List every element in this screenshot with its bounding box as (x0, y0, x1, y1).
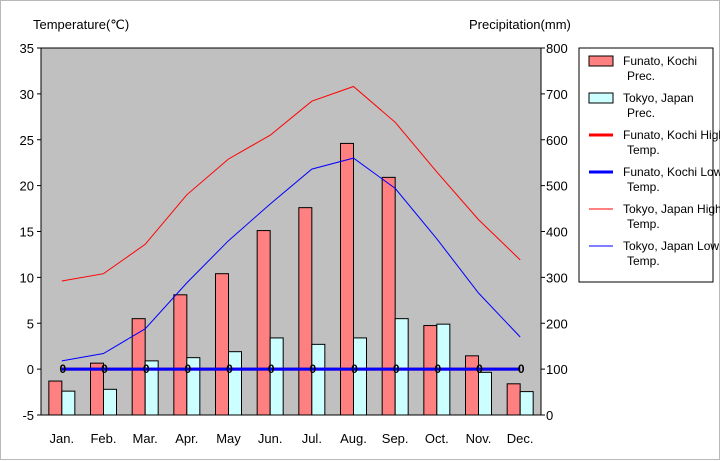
left-tick-label: 30 (20, 87, 34, 102)
bar-tokyo-prec-4 (228, 351, 242, 416)
bar-tokyo-prec-5 (269, 337, 284, 416)
x-tick-label: Jun. (258, 431, 283, 446)
line-series-3 (61, 157, 521, 362)
bar-tokyo-prec-0 (61, 390, 76, 416)
legend-label: Temp. (627, 143, 660, 157)
bar-tokyo-prec-1 (103, 388, 117, 416)
bar-layer (48, 142, 534, 416)
line-series-2 (61, 85, 521, 282)
bar-funato-prec-3 (173, 294, 188, 416)
bar-tokyo-prec-10 (478, 371, 492, 416)
zero-marker: 0 (351, 362, 358, 376)
bar-tokyo-prec-11 (519, 391, 534, 416)
x-tick-label: Apr. (175, 431, 198, 446)
right-tick-label: 0 (546, 408, 553, 423)
x-tick-label: Sep. (382, 431, 409, 446)
left-tick-label: 10 (20, 270, 34, 285)
x-tick-label: Mar. (133, 431, 158, 446)
bar-funato-prec-7 (340, 142, 354, 416)
zero-marker: 0 (518, 362, 525, 376)
right-axis: 0 100 200 300 400 500 600 700 800 (541, 41, 568, 423)
zero-marker: 0 (393, 362, 400, 376)
bar-tokyo-prec-6 (311, 343, 326, 416)
x-tick-label: Oct. (425, 431, 449, 446)
legend-label: Funato, Kochi (623, 54, 697, 68)
zero-marker: 0 (309, 362, 316, 376)
bar-funato-prec-5 (256, 230, 271, 416)
legend-label: Funato, Kochi Low (623, 165, 720, 179)
legend-label: Prec. (627, 69, 655, 83)
right-tick-label: 100 (546, 362, 568, 377)
bar-tokyo-prec-3 (186, 357, 201, 416)
x-tick-label: May (216, 431, 241, 446)
zero-marker: 0 (476, 362, 483, 376)
legend-label: Temp. (627, 254, 660, 268)
legend-label: Prec. (627, 106, 655, 120)
zero-marker: 0 (434, 362, 441, 376)
legend-label: Tokyo, Japan High (623, 202, 720, 216)
left-tick-label: 5 (27, 316, 34, 331)
right-tick-label: 400 (546, 225, 568, 240)
zero-marker: 0 (268, 362, 275, 376)
zero-marker: 0 (101, 362, 108, 376)
zero-marker: 0 (226, 362, 233, 376)
line-layer (61, 85, 521, 371)
left-tick-label: 0 (27, 362, 34, 377)
legend-swatch (588, 55, 614, 67)
x-tick-label: Feb. (90, 431, 116, 446)
x-tick-label: Nov. (466, 431, 492, 446)
right-tick-label: 200 (546, 316, 568, 331)
bar-funato-prec-11 (506, 383, 521, 416)
bar-tokyo-prec-7 (353, 337, 367, 416)
bar-tokyo-prec-2 (144, 360, 159, 416)
zero-marker: 0 (184, 362, 191, 376)
zero-marker: 0 (59, 362, 66, 376)
bar-funato-prec-8 (381, 176, 396, 416)
right-tick-label: 700 (546, 87, 568, 102)
x-tick-label: Jan. (50, 431, 75, 446)
left-tick-label: 35 (20, 41, 34, 56)
zero-marker-layer: 0 0 0 0 0 0 0 0 0 0 0 0 (59, 362, 524, 376)
right-tick-label: 500 (546, 179, 568, 194)
right-tick-label: 600 (546, 133, 568, 148)
bar-tokyo-prec-8 (394, 318, 409, 416)
left-axis-title: Temperature(℃) (33, 17, 129, 32)
legend-box (578, 47, 714, 283)
legend-label: Funato, Kochi High (623, 128, 720, 142)
x-axis: Jan. Feb. Mar. Apr. May Jun. Jul. Aug. Sep. Oct. N… (50, 431, 534, 446)
x-tick-label: Aug. (340, 431, 367, 446)
left-tick-label: 25 (20, 133, 34, 148)
plot-area (40, 47, 542, 416)
x-tick-label: Jul. (302, 431, 322, 446)
left-axis: -5 0 5 10 15 20 25 30 35 (20, 41, 41, 423)
legend-label: Tokyo, Japan Low (623, 239, 719, 253)
legend-swatch (588, 92, 614, 104)
right-axis-title: Precipitation(mm) (469, 17, 571, 32)
left-tick-label: 15 (20, 225, 34, 240)
right-tick-label: 800 (546, 41, 568, 56)
bar-funato-prec-0 (48, 380, 63, 416)
left-tick-label: -5 (22, 408, 34, 423)
left-tick-label: 20 (20, 179, 34, 194)
legend-label: Temp. (627, 180, 660, 194)
right-tick-label: 300 (546, 270, 568, 285)
bar-funato-prec-6 (298, 207, 313, 416)
x-tick-label: Dec. (507, 431, 534, 446)
legend-label: Temp. (627, 217, 660, 231)
bar-funato-prec-4 (215, 273, 229, 416)
zero-marker: 0 (143, 362, 150, 376)
legend-label: Tokyo, Japan (623, 91, 694, 105)
